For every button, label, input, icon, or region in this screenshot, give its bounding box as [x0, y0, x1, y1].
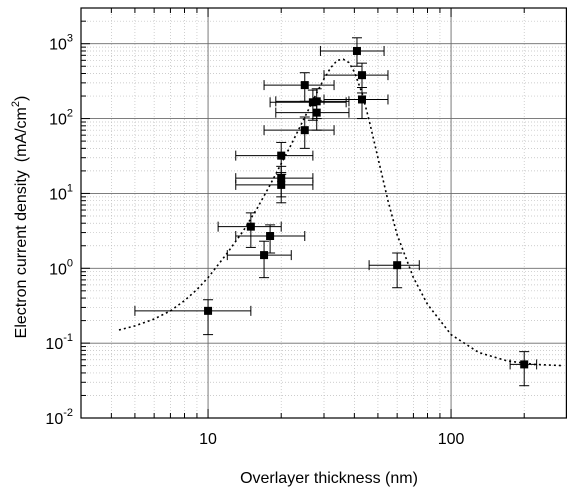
data-point: [312, 108, 321, 117]
minor-grid: [80, 7, 567, 418]
y-tick-label: 100: [49, 257, 73, 278]
y-axis-title-unit: (mA/cm: [13, 107, 30, 162]
y-tick-label-exponent: 1: [67, 182, 73, 194]
y-axis-title: Electron current density (mA/cm2): [10, 96, 30, 339]
x-axis-title: Overlayer thickness (nm): [240, 470, 418, 487]
data-point: [300, 126, 309, 135]
data-point: [393, 261, 402, 270]
y-axis-title-main: Electron current density: [13, 170, 30, 338]
data-point: [277, 151, 286, 160]
data-point: [357, 95, 366, 104]
y-tick-label-base: 10: [49, 37, 67, 54]
data-point: [357, 71, 366, 80]
data-point: [300, 81, 309, 90]
data-point: [312, 97, 321, 106]
y-tick-label-exponent: -1: [63, 332, 73, 344]
fit-curve: [118, 58, 564, 367]
y-tick-label-base: 10: [49, 261, 67, 278]
data-point: [246, 222, 255, 231]
x-tick-labels: 10 100: [199, 431, 464, 448]
y-tick-label-base: 10: [45, 411, 63, 428]
y-tick-label-exponent: -2: [63, 407, 73, 419]
data-point: [204, 306, 213, 315]
y-tick-label-exponent: 3: [67, 33, 73, 45]
data-point: [520, 360, 529, 369]
y-axis-title-unit-exponent: 2: [10, 101, 22, 107]
data-point: [277, 174, 286, 183]
y-axis-title-unit-close: ): [13, 96, 30, 101]
error-bars: [134, 37, 538, 387]
y-tick-label-base: 10: [45, 336, 63, 353]
y-tick-label: 102: [49, 108, 73, 129]
data-point: [266, 231, 275, 240]
y-tick-label: 10-2: [45, 407, 73, 428]
y-tick-label-exponent: 0: [67, 257, 73, 269]
y-tick-label-base: 10: [49, 186, 67, 203]
y-tick-label: 10-1: [45, 332, 73, 353]
x-tick-label: 10: [199, 431, 217, 448]
axis-ticks: [80, 7, 567, 419]
y-tick-label-base: 10: [49, 112, 67, 129]
data-point: [260, 251, 269, 260]
y-tick-label: 103: [49, 33, 73, 54]
data-point: [277, 180, 286, 189]
data-point: [352, 46, 361, 55]
x-tick-label: 100: [438, 431, 465, 448]
data-points: [204, 46, 529, 369]
y-tick-label-exponent: 2: [67, 108, 73, 120]
y-tick-label: 101: [49, 182, 73, 203]
